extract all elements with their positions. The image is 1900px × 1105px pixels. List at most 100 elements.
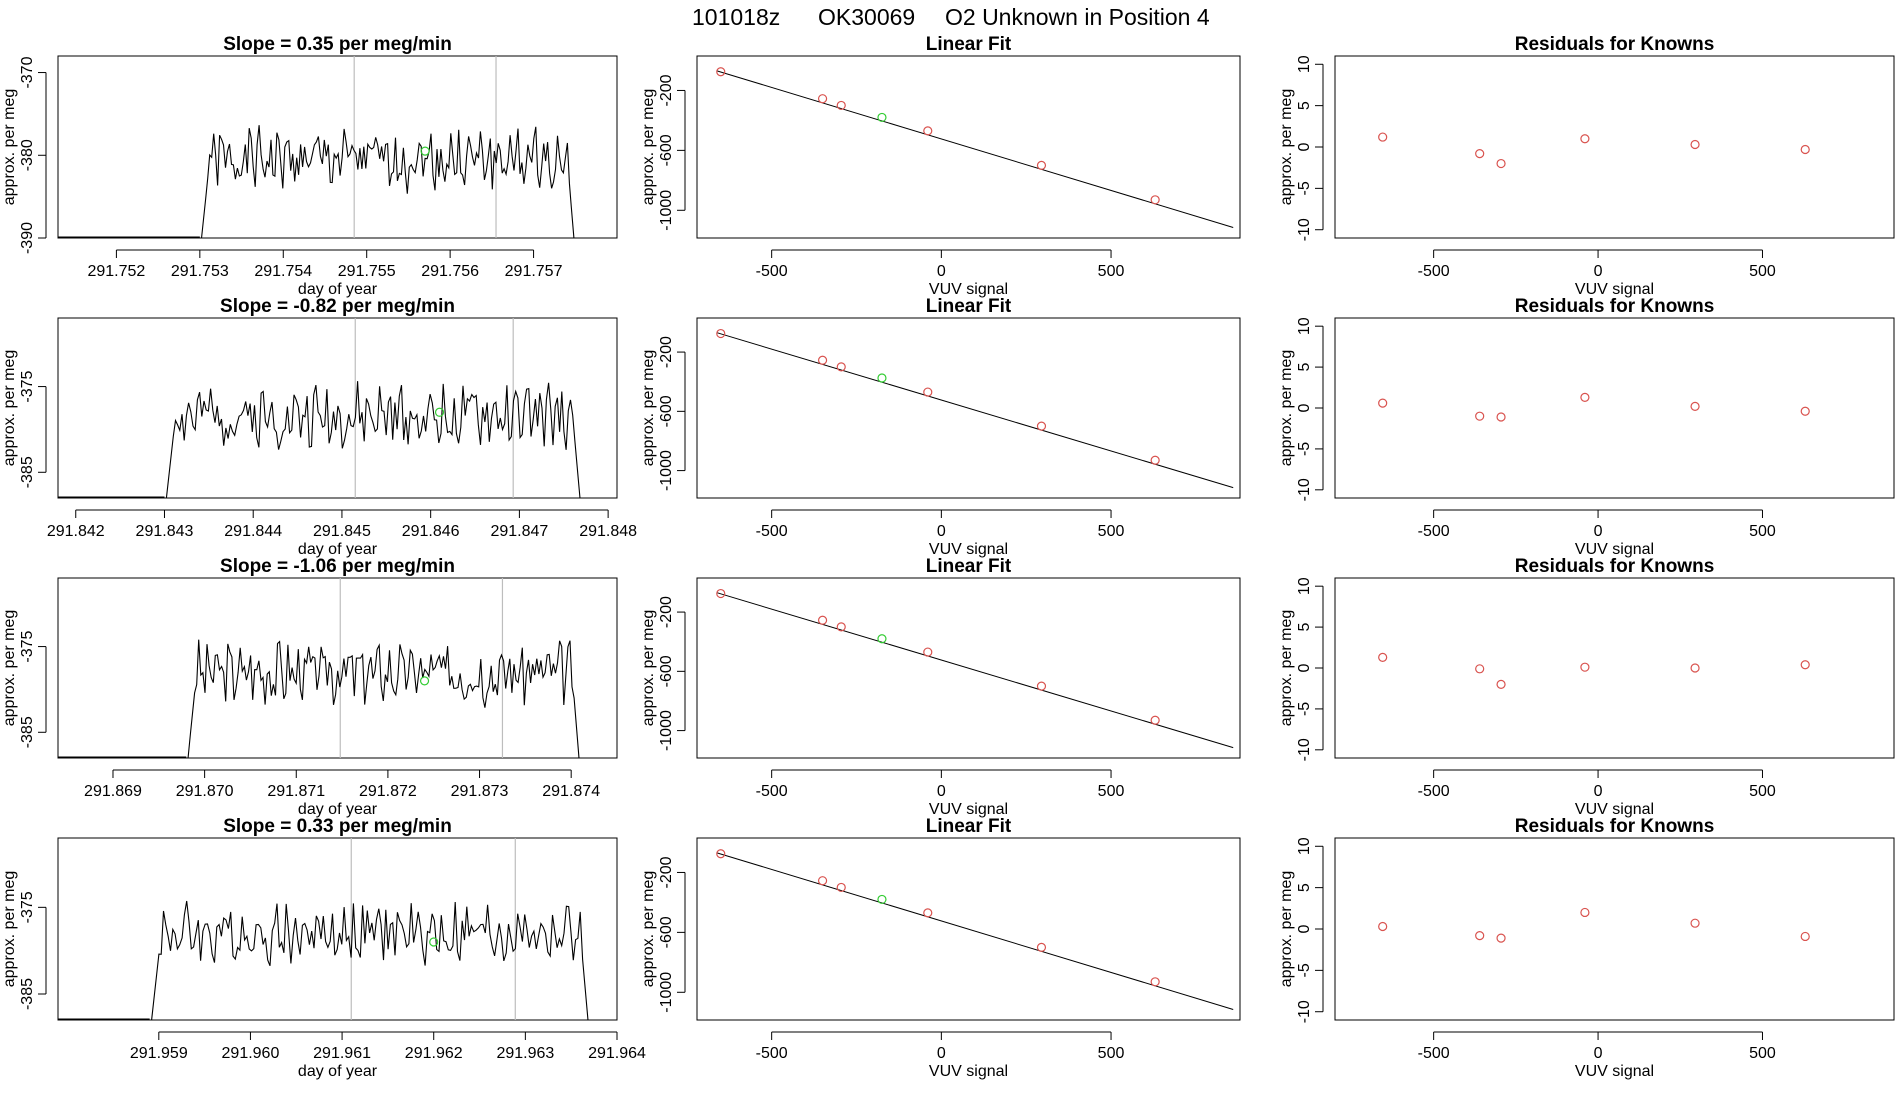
known-point <box>1475 931 1485 941</box>
known-point <box>1378 132 1388 142</box>
y-tick-label: -1000 <box>658 710 675 751</box>
panel-title: Slope = -1.06 per meg/min <box>220 556 455 577</box>
plot-frame <box>1334 577 1895 759</box>
x-tick-label: 500 <box>1098 1045 1125 1062</box>
y-tick-label: -200 <box>658 74 675 106</box>
plot-frame <box>57 577 618 759</box>
main-title: 101018z OK30069 O2 Unknown in Position 4 <box>692 4 1210 30</box>
chart-panel-r1c1: Slope = 0.35 per meg/min 291.752 291.753 29… <box>1 34 618 298</box>
known-point <box>1150 195 1160 205</box>
y-tick-label: -375 <box>19 630 36 662</box>
known-point <box>1150 715 1160 725</box>
y-tick-label: -5 <box>1296 963 1313 977</box>
known-point <box>1496 933 1506 943</box>
y-tick-label: 0 <box>1296 924 1313 933</box>
unknown-point <box>877 894 887 905</box>
y-tick-label: -375 <box>19 891 36 923</box>
panel-title: Residuals for Knowns <box>1515 556 1715 577</box>
x-tick-label: 291.871 <box>267 783 325 800</box>
y-tick-label: -600 <box>658 134 675 166</box>
known-point <box>836 882 846 893</box>
known-point <box>923 908 933 918</box>
x-tick-label: 291.964 <box>588 1045 646 1062</box>
y-tick-label: 5 <box>1296 101 1313 110</box>
plot-area <box>58 578 580 758</box>
x-tick-label: -500 <box>1418 1045 1450 1062</box>
y-tick-label: -5 <box>1296 702 1313 716</box>
main-title-run-id: 101018z <box>692 4 780 30</box>
x-tick-label: 291.752 <box>87 263 145 280</box>
fit-line <box>717 70 1234 228</box>
x-axis-label: VUV signal <box>1575 801 1654 818</box>
plot-frame <box>57 55 618 239</box>
x-axis-label: VUV signal <box>929 281 1008 298</box>
plot-area <box>716 328 1234 489</box>
known-point <box>1378 398 1388 408</box>
x-tick-label: 291.756 <box>421 263 479 280</box>
unknown-marker <box>419 676 430 686</box>
x-tick-label: 291.845 <box>313 523 371 540</box>
x-tick-label: 291.843 <box>136 523 194 540</box>
y-tick-label: 5 <box>1296 363 1313 372</box>
x-tick-label: 291.960 <box>222 1045 280 1062</box>
y-tick-label: -10 <box>1296 478 1313 501</box>
plot-area <box>58 318 581 498</box>
known-point <box>1496 679 1506 689</box>
x-tick-label: 291.753 <box>171 263 229 280</box>
plot-area <box>58 838 589 1020</box>
y-tick-label: 10 <box>1296 317 1313 335</box>
x-tick-label: 291.872 <box>359 783 417 800</box>
unknown-marker <box>420 146 430 156</box>
known-point <box>1690 918 1700 928</box>
y-axis-label: approx. per meg <box>1278 610 1295 727</box>
known-point <box>1496 158 1506 169</box>
known-point <box>923 647 933 657</box>
known-point <box>1800 931 1810 942</box>
x-tick-label: 291.757 <box>505 263 563 280</box>
panel-title: Slope = 0.33 per meg/min <box>223 816 452 837</box>
panel-title: Linear Fit <box>926 296 1012 317</box>
x-tick-label: 291.847 <box>490 523 548 540</box>
chart-panel-r3c1: Slope = -1.06 per meg/min 291.869 291.870 2… <box>1 556 618 818</box>
known-point <box>817 94 828 104</box>
y-tick-label: -600 <box>658 655 675 687</box>
panel-title: Linear Fit <box>926 816 1012 837</box>
x-tick-label: 500 <box>1749 783 1776 800</box>
y-tick-label: -1000 <box>658 972 675 1013</box>
x-axis-label: VUV signal <box>929 801 1008 818</box>
known-point <box>1496 412 1506 422</box>
y-axis-label: approx. per meg <box>1278 871 1295 988</box>
y-tick-label: -10 <box>1296 738 1313 761</box>
y-axis-label: approx. per meg <box>1 89 18 206</box>
main-title-description: O2 Unknown in Position 4 <box>945 4 1210 30</box>
known-point <box>1150 455 1160 465</box>
known-point <box>1036 942 1047 952</box>
x-tick-label: -500 <box>756 523 788 540</box>
x-axis-label: day of year <box>298 1063 378 1080</box>
known-point <box>1475 149 1485 159</box>
x-tick-label: 0 <box>1594 263 1603 280</box>
x-tick-label: 0 <box>1594 1045 1603 1062</box>
y-tick-label: -5 <box>1296 181 1313 195</box>
x-tick-label: -500 <box>756 263 788 280</box>
x-tick-label: 291.963 <box>496 1045 554 1062</box>
chart-panel-r1c3: Residuals for Knowns -500 0 500 VUV signal -1… <box>1278 34 1895 298</box>
plot-area <box>1378 907 1810 943</box>
x-tick-label: 500 <box>1749 263 1776 280</box>
y-tick-label: 10 <box>1296 55 1313 73</box>
known-point <box>1800 406 1810 416</box>
known-point <box>716 328 726 339</box>
chart-panel-r4c1: Slope = 0.33 per meg/min 291.959 291.960 29… <box>1 816 646 1080</box>
plot-area <box>58 56 575 238</box>
y-tick-label: 10 <box>1296 837 1313 855</box>
panel-title: Slope = -0.82 per meg/min <box>220 296 455 317</box>
known-point <box>1800 144 1810 155</box>
fit-line <box>717 852 1234 1010</box>
x-tick-label: 291.961 <box>313 1045 371 1062</box>
x-tick-label: 291.962 <box>405 1045 463 1062</box>
known-point <box>1475 664 1485 674</box>
x-axis-label: day of year <box>298 541 378 558</box>
x-axis-label: VUV signal <box>1575 1063 1654 1080</box>
y-tick-label: 0 <box>1296 403 1313 412</box>
